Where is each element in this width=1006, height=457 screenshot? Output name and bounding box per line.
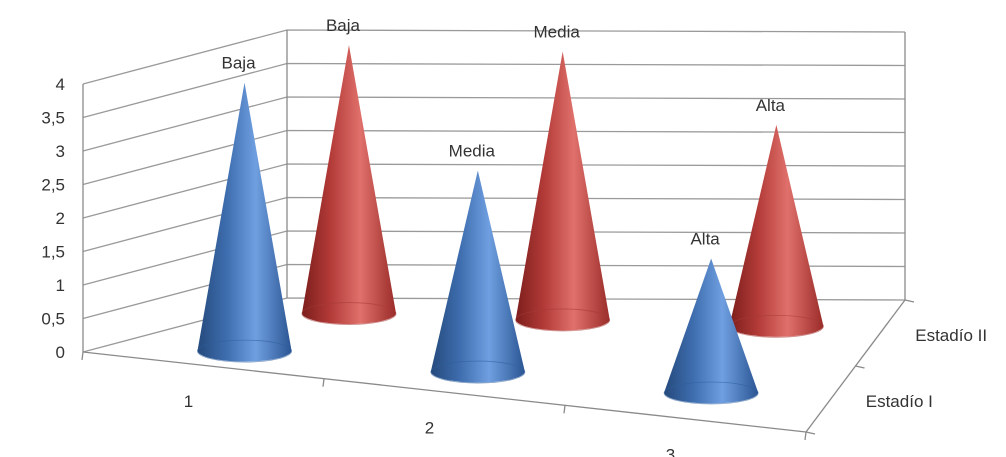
series-tick xyxy=(855,365,865,369)
cone-base xyxy=(197,339,292,363)
cone-estadio-ii-2: Media xyxy=(515,22,611,332)
chart-walls xyxy=(81,29,915,441)
y-tick-label: 2 xyxy=(56,209,65,228)
series-tick xyxy=(805,431,816,435)
y-tick-label: 0 xyxy=(56,343,65,362)
category-labels: 1 2 3 xyxy=(184,392,675,457)
y-tick-label: 1 xyxy=(56,276,65,295)
cone-base xyxy=(515,308,611,332)
gridline xyxy=(82,29,906,85)
cone-estadio-i-1: Baja xyxy=(197,54,292,363)
category-tick xyxy=(563,405,566,414)
y-tick-label: 3 xyxy=(56,142,65,161)
cone-base xyxy=(301,302,397,325)
category-label: 3 xyxy=(666,445,675,457)
category-label: 1 xyxy=(184,392,193,411)
y-tick-label: 3,5 xyxy=(41,109,65,128)
cone-estadio-i-3: Alta xyxy=(663,229,759,405)
data-label: Media xyxy=(534,22,581,41)
y-tick-label: 2,5 xyxy=(41,176,65,195)
data-label: Baja xyxy=(222,54,257,73)
data-label: Alta xyxy=(756,96,786,115)
series-axis-label: Estadío II xyxy=(915,326,987,345)
category-label: 2 xyxy=(425,419,434,438)
cone-base xyxy=(663,381,759,405)
cone-body xyxy=(515,51,610,331)
y-tick-label: 0,5 xyxy=(41,310,65,329)
chart-cones: Baja Media Alta Baja Media Alta xyxy=(197,16,824,405)
cone-body xyxy=(301,45,396,325)
y-axis-ticks: 0 0,5 1 1,5 2 2,5 3 3,5 4 xyxy=(41,75,65,362)
cone-body xyxy=(664,258,759,404)
y-tick-label: 4 xyxy=(56,75,65,94)
cone-estadio-i-2: Media xyxy=(430,142,526,384)
cone-body xyxy=(430,170,525,383)
series-tick xyxy=(904,299,915,303)
y-tick-label: 1,5 xyxy=(41,243,65,262)
series-axis-labels: Estadío I Estadío II xyxy=(866,326,987,411)
cone-body xyxy=(197,82,292,362)
data-label: Baja xyxy=(326,16,361,35)
category-tick xyxy=(322,378,325,387)
cone-estadio-ii-1: Baja xyxy=(301,16,397,325)
data-label: Media xyxy=(449,142,496,161)
category-tick xyxy=(81,351,84,361)
category-tick xyxy=(804,431,807,441)
cone-base xyxy=(430,360,526,384)
data-label: Alta xyxy=(690,229,720,248)
category-axis-line xyxy=(82,351,807,433)
series-axis-label: Estadío I xyxy=(866,392,933,411)
cone-body xyxy=(729,124,824,337)
